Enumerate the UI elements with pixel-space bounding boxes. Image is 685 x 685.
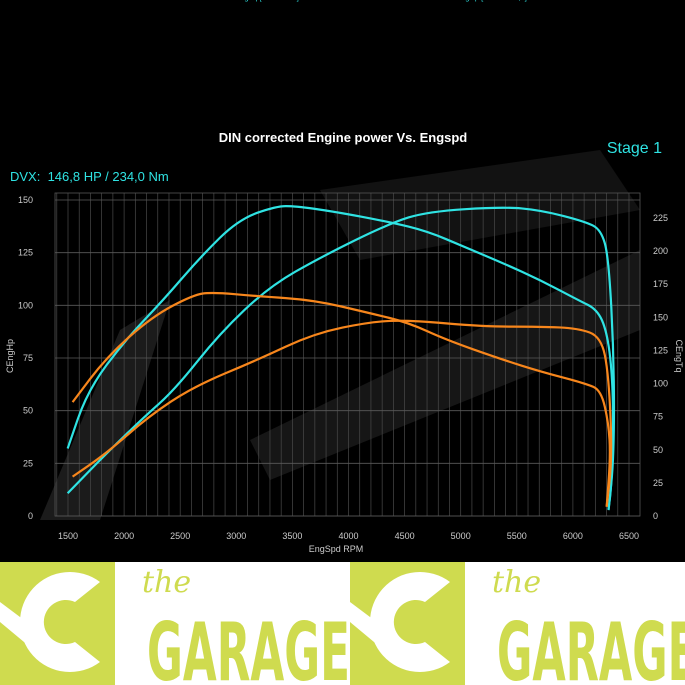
y-axis-label-left: CEngHp (5, 339, 15, 373)
y-left-tick-label: 25 (23, 458, 33, 468)
x-tick-label: 2000 (114, 531, 134, 541)
logo-wrench-icon (350, 602, 390, 647)
x-tick-label: 5000 (451, 531, 471, 541)
x-tick-label: 6000 (563, 531, 583, 541)
series-line-stock_power (71, 319, 613, 507)
y-right-tick-label: 25 (653, 478, 663, 488)
y-right-tick-label: 200 (653, 246, 668, 256)
y-right-tick-label: 75 (653, 412, 663, 422)
y-left-tick-label: 100 (18, 300, 33, 310)
plot-frame (54, 192, 641, 517)
y-right-tick-label: 150 (653, 312, 668, 322)
dyno-chart: 1500 2000 2500 3000 3500 4000 4500 5000 5500 6000… (5, 0, 684, 554)
watermark-shape (250, 250, 640, 480)
axes: 1500 2000 2500 3000 3500 4000 4500 5000 5500 6000… (18, 192, 668, 541)
logo-g-icon (20, 572, 100, 672)
x-tick-label: 2500 (170, 531, 190, 541)
grid (55, 193, 640, 517)
y-right-tick-label: 50 (653, 445, 663, 455)
garage-logo: the GARAGE the GARAGE (0, 562, 685, 685)
logo-word-large: GARAGE (147, 606, 350, 685)
x-tick-label: 5500 (507, 531, 527, 541)
stage-label: Stage 1 (607, 140, 662, 157)
y-right-tick-label: 125 (653, 345, 668, 355)
series-line-tuned_torque (66, 204, 615, 510)
x-tick-label: 4000 (338, 531, 358, 541)
y-axis-label-right: CEngTq (674, 339, 684, 372)
logo-word-small: the (142, 565, 191, 600)
watermark-shape (40, 300, 170, 520)
y-right-tick-label: 175 (653, 279, 668, 289)
y-left-tick-label: 125 (18, 248, 33, 258)
y-right-tick-label: 0 (653, 511, 658, 521)
watermark-logo (40, 150, 640, 520)
x-tick-label: 3500 (282, 531, 302, 541)
garage-logo-band: the GARAGE the GARAGE (0, 562, 685, 685)
chart-title: DIN corrected Engine power Vs. Engspd (219, 130, 468, 145)
logo-word-large: GARAGE (497, 606, 685, 685)
y-left-tick-label: 0 (28, 511, 33, 521)
logo-g-icon (369, 572, 450, 672)
logo-wrench-icon (0, 602, 40, 647)
y-right-tick-label: 225 (653, 213, 668, 223)
max-annotation: CEngHp [Max = 146,8] (451, 0, 527, 2)
y-left-tick-label: 50 (23, 406, 33, 416)
watermark-shape (320, 150, 640, 260)
max-annotation: CEngTq [Max = 234] (230, 0, 299, 2)
series-lines: CEngTq [Max = 234] CEngHp [Max = 146,8] (66, 0, 616, 511)
y-left-tick-label: 75 (23, 353, 33, 363)
x-tick-label: 6500 (619, 531, 639, 541)
x-tick-label: 4500 (395, 531, 415, 541)
logo-word-small: the (492, 565, 541, 600)
y-left-tick-label: 150 (18, 195, 33, 205)
x-axis-label: EngSpd RPM (309, 544, 364, 554)
y-right-tick-label: 100 (653, 379, 668, 389)
summary-label: DVX: 146,8 HP / 234,0 Nm (10, 169, 169, 184)
x-tick-label: 1500 (58, 531, 78, 541)
x-tick-label: 3000 (226, 531, 246, 541)
series-line-stock_torque (71, 291, 611, 507)
series-line-tuned_power (66, 206, 616, 511)
